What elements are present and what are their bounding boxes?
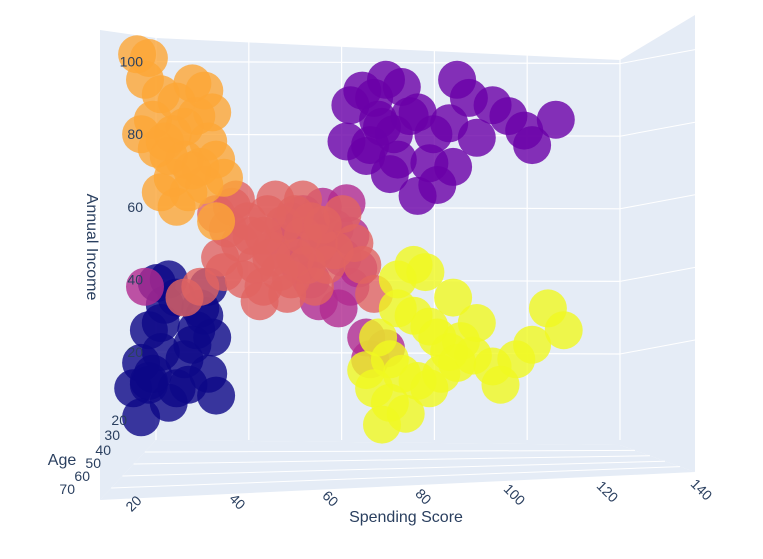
y-tick-label: 40 bbox=[127, 271, 143, 287]
y-grid-line-right bbox=[619, 266, 696, 282]
data-point bbox=[331, 86, 370, 125]
data-point bbox=[438, 343, 477, 382]
data-point bbox=[390, 97, 429, 136]
x-tick-label: 80 bbox=[412, 485, 434, 507]
data-points bbox=[114, 35, 583, 444]
data-point bbox=[126, 267, 164, 306]
x-tick-label: 140 bbox=[688, 476, 716, 504]
data-point bbox=[347, 351, 386, 390]
data-point bbox=[457, 118, 496, 157]
z-tick-label: 30 bbox=[104, 427, 120, 443]
z-tick-label: 50 bbox=[85, 455, 101, 471]
data-point bbox=[323, 195, 362, 234]
floor bbox=[100, 440, 695, 500]
data-point bbox=[406, 253, 445, 292]
data-point bbox=[370, 155, 409, 194]
data-point bbox=[181, 267, 220, 306]
data-point bbox=[145, 122, 184, 161]
data-point bbox=[157, 187, 196, 226]
y-grid-line-right bbox=[619, 339, 696, 355]
data-point bbox=[252, 238, 291, 277]
data-point bbox=[434, 278, 473, 317]
data-point bbox=[351, 126, 390, 165]
data-point bbox=[536, 100, 575, 139]
data-point bbox=[367, 60, 405, 99]
floor-grid-line bbox=[133, 455, 651, 465]
z-tick-label: 40 bbox=[95, 442, 111, 458]
data-point bbox=[343, 245, 382, 284]
y-grid-line-right bbox=[619, 194, 696, 210]
data-point bbox=[173, 151, 212, 190]
data-point bbox=[288, 245, 326, 284]
data-point bbox=[189, 122, 228, 161]
data-point bbox=[133, 354, 172, 393]
floor-grid-line bbox=[122, 460, 666, 477]
right-wall bbox=[620, 15, 695, 472]
z-tick-label: 60 bbox=[74, 468, 90, 484]
data-point bbox=[544, 311, 583, 350]
data-point bbox=[197, 202, 236, 241]
x-tick-label: 60 bbox=[319, 487, 341, 509]
data-point bbox=[481, 365, 520, 404]
data-point bbox=[240, 282, 279, 321]
data-point bbox=[513, 126, 552, 165]
z-axis-title: Age bbox=[48, 452, 77, 469]
data-point bbox=[398, 176, 437, 215]
y-grid-line-right bbox=[619, 49, 696, 65]
data-point bbox=[457, 304, 496, 342]
y-axis-title: Annual Income bbox=[83, 194, 100, 301]
y-tick-label: 100 bbox=[120, 54, 144, 70]
data-point bbox=[363, 405, 401, 444]
data-point bbox=[173, 325, 212, 364]
x-tick-label: 100 bbox=[501, 481, 529, 509]
y-tick-label: 60 bbox=[127, 199, 143, 215]
z-tick-label: 20 bbox=[111, 412, 127, 428]
floor-grid-line bbox=[111, 466, 681, 489]
data-point bbox=[513, 325, 552, 364]
z-tick-label: 70 bbox=[59, 481, 75, 497]
data-point bbox=[122, 398, 161, 437]
x-tick-label: 120 bbox=[594, 478, 622, 506]
y-tick-label: 20 bbox=[127, 344, 143, 360]
y-grid-line-right bbox=[619, 121, 696, 137]
back-wall bbox=[156, 38, 620, 445]
x-axis-title: Spending Score bbox=[349, 509, 463, 526]
data-point bbox=[141, 304, 180, 342]
floor-grid-line bbox=[144, 449, 636, 453]
data-point bbox=[410, 144, 449, 183]
data-point bbox=[256, 180, 295, 219]
y-tick-label: 80 bbox=[127, 126, 143, 142]
